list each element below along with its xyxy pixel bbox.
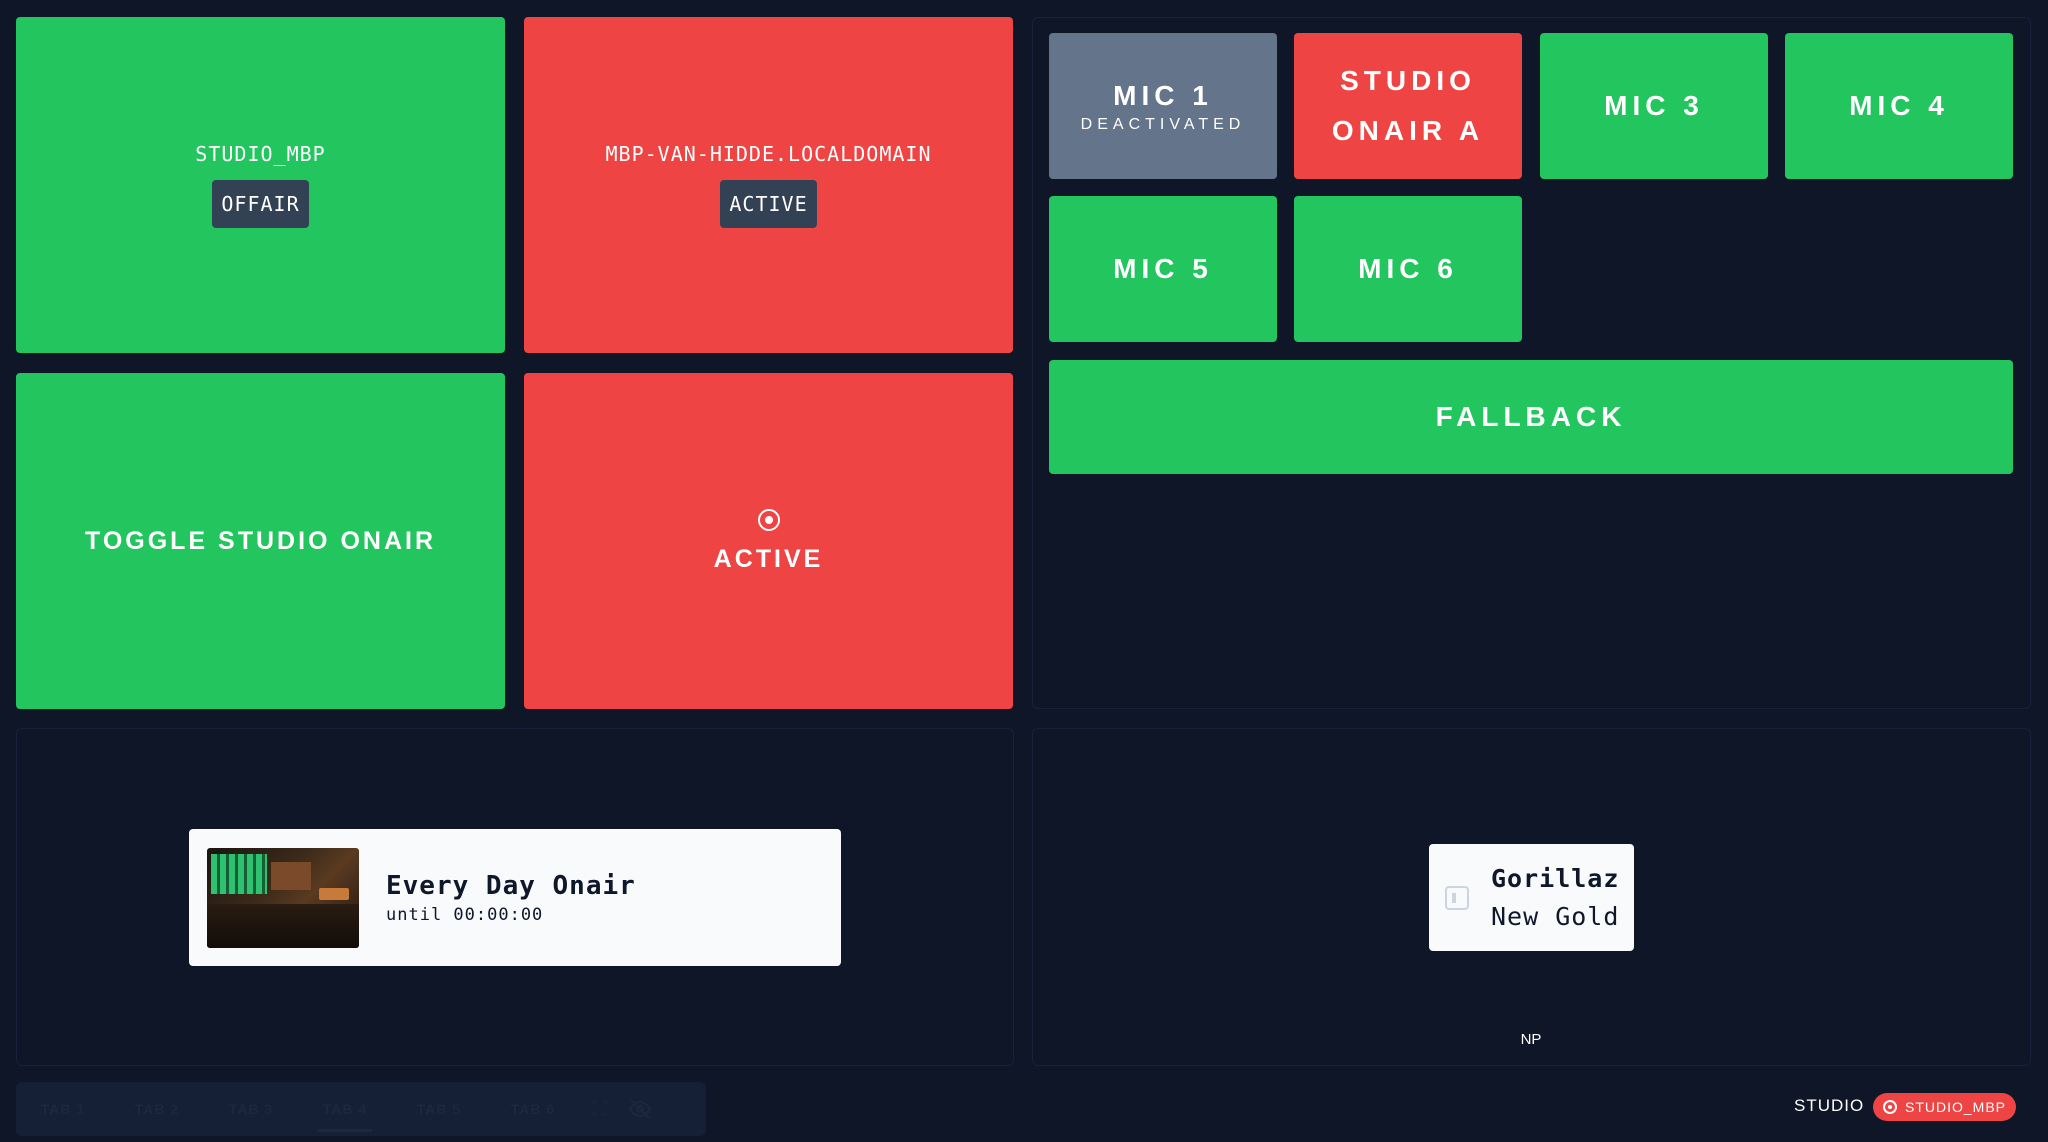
onair-icon — [1883, 1100, 1897, 1114]
tab-bar: TAB 1 TAB 2 TAB 3 TAB 4 TAB 5 TAB 6 ⛶ — [16, 1082, 706, 1136]
mic-title: STUDIO ONAIR A — [1331, 65, 1485, 146]
tab-5[interactable]: TAB 5 — [416, 1101, 462, 1117]
status-pill[interactable]: STUDIO_MBP — [1873, 1093, 2017, 1121]
mic-panel — [1032, 17, 2031, 709]
computer-tile-mbp-van-hidde[interactable]: MBP-VAN-HIDDE.LOCALDOMAIN ACTIVE — [524, 17, 1013, 353]
show-time: until 00:00:00 — [386, 904, 544, 925]
fallback-label: FALLBACK — [1435, 401, 1627, 432]
eye-off-icon[interactable] — [620, 1082, 660, 1136]
mic-1-button[interactable]: MIC 1 DEACTIVATED — [1049, 33, 1277, 179]
now-playing-panel — [1032, 728, 2031, 1066]
mic-title: MIC 3 — [1604, 90, 1704, 121]
mic-title: MIC 1 — [1113, 80, 1213, 111]
toggle-button-label: TOGGLE STUDIO ONAIR — [85, 526, 436, 555]
tab-4[interactable]: TAB 4 — [298, 1082, 392, 1136]
mic-title: MIC 5 — [1113, 253, 1213, 284]
tab-2[interactable]: TAB 2 — [134, 1101, 180, 1117]
mic-title: MIC 4 — [1849, 90, 1949, 121]
fullscreen-icon[interactable]: ⛶ — [593, 1097, 607, 1120]
computer-tile-studio-mbp[interactable]: STUDIO_MBP OFFAIR — [16, 17, 505, 353]
album-art-placeholder-icon — [1445, 885, 1469, 910]
computer-hostname: STUDIO_MBP — [195, 142, 326, 166]
current-show-card: Every Day Onair until 00:00:00 — [189, 829, 841, 966]
now-playing-card: Gorillaz New Gold — [1429, 844, 1634, 951]
show-thumbnail — [207, 847, 359, 948]
mic-5-button[interactable]: MIC 5 — [1049, 196, 1277, 342]
show-panel — [16, 728, 1014, 1066]
mic-6-button[interactable]: MIC 6 — [1294, 196, 1522, 342]
onair-indicator[interactable]: ACTIVE — [524, 373, 1013, 709]
onair-indicator-label: ACTIVE — [713, 544, 824, 573]
tab-1[interactable]: TAB 1 — [40, 1101, 86, 1117]
now-playing-artist: Gorillaz — [1491, 863, 1620, 893]
mic-4-button[interactable]: MIC 4 — [1785, 33, 2013, 179]
computer-hostname: MBP-VAN-HIDDE.LOCALDOMAIN — [605, 142, 932, 166]
mic-subtitle: DEACTIVATED — [1080, 116, 1246, 133]
now-playing-track: New Gold — [1491, 901, 1620, 931]
mic-3-button[interactable]: MIC 3 — [1540, 33, 1768, 179]
mic-title: MIC 6 — [1358, 253, 1458, 284]
onair-icon — [757, 508, 780, 531]
tab-6[interactable]: TAB 6 — [510, 1101, 556, 1117]
tab-3[interactable]: TAB 3 — [228, 1101, 274, 1117]
fallback-button[interactable]: FALLBACK — [1049, 360, 2013, 474]
now-playing-label: NP — [1520, 1031, 1542, 1048]
toggle-studio-onair-button[interactable]: TOGGLE STUDIO ONAIR — [16, 373, 505, 709]
status-pill-label: STUDIO_MBP — [1905, 1099, 2007, 1115]
status-label: STUDIO — [1794, 1096, 1865, 1115]
studio-onair-a-button[interactable]: STUDIO ONAIR A — [1294, 33, 1522, 179]
computer-status-badge: ACTIVE — [720, 180, 817, 228]
computer-status-badge: OFFAIR — [212, 180, 309, 228]
show-title: Every Day Onair — [386, 870, 636, 901]
